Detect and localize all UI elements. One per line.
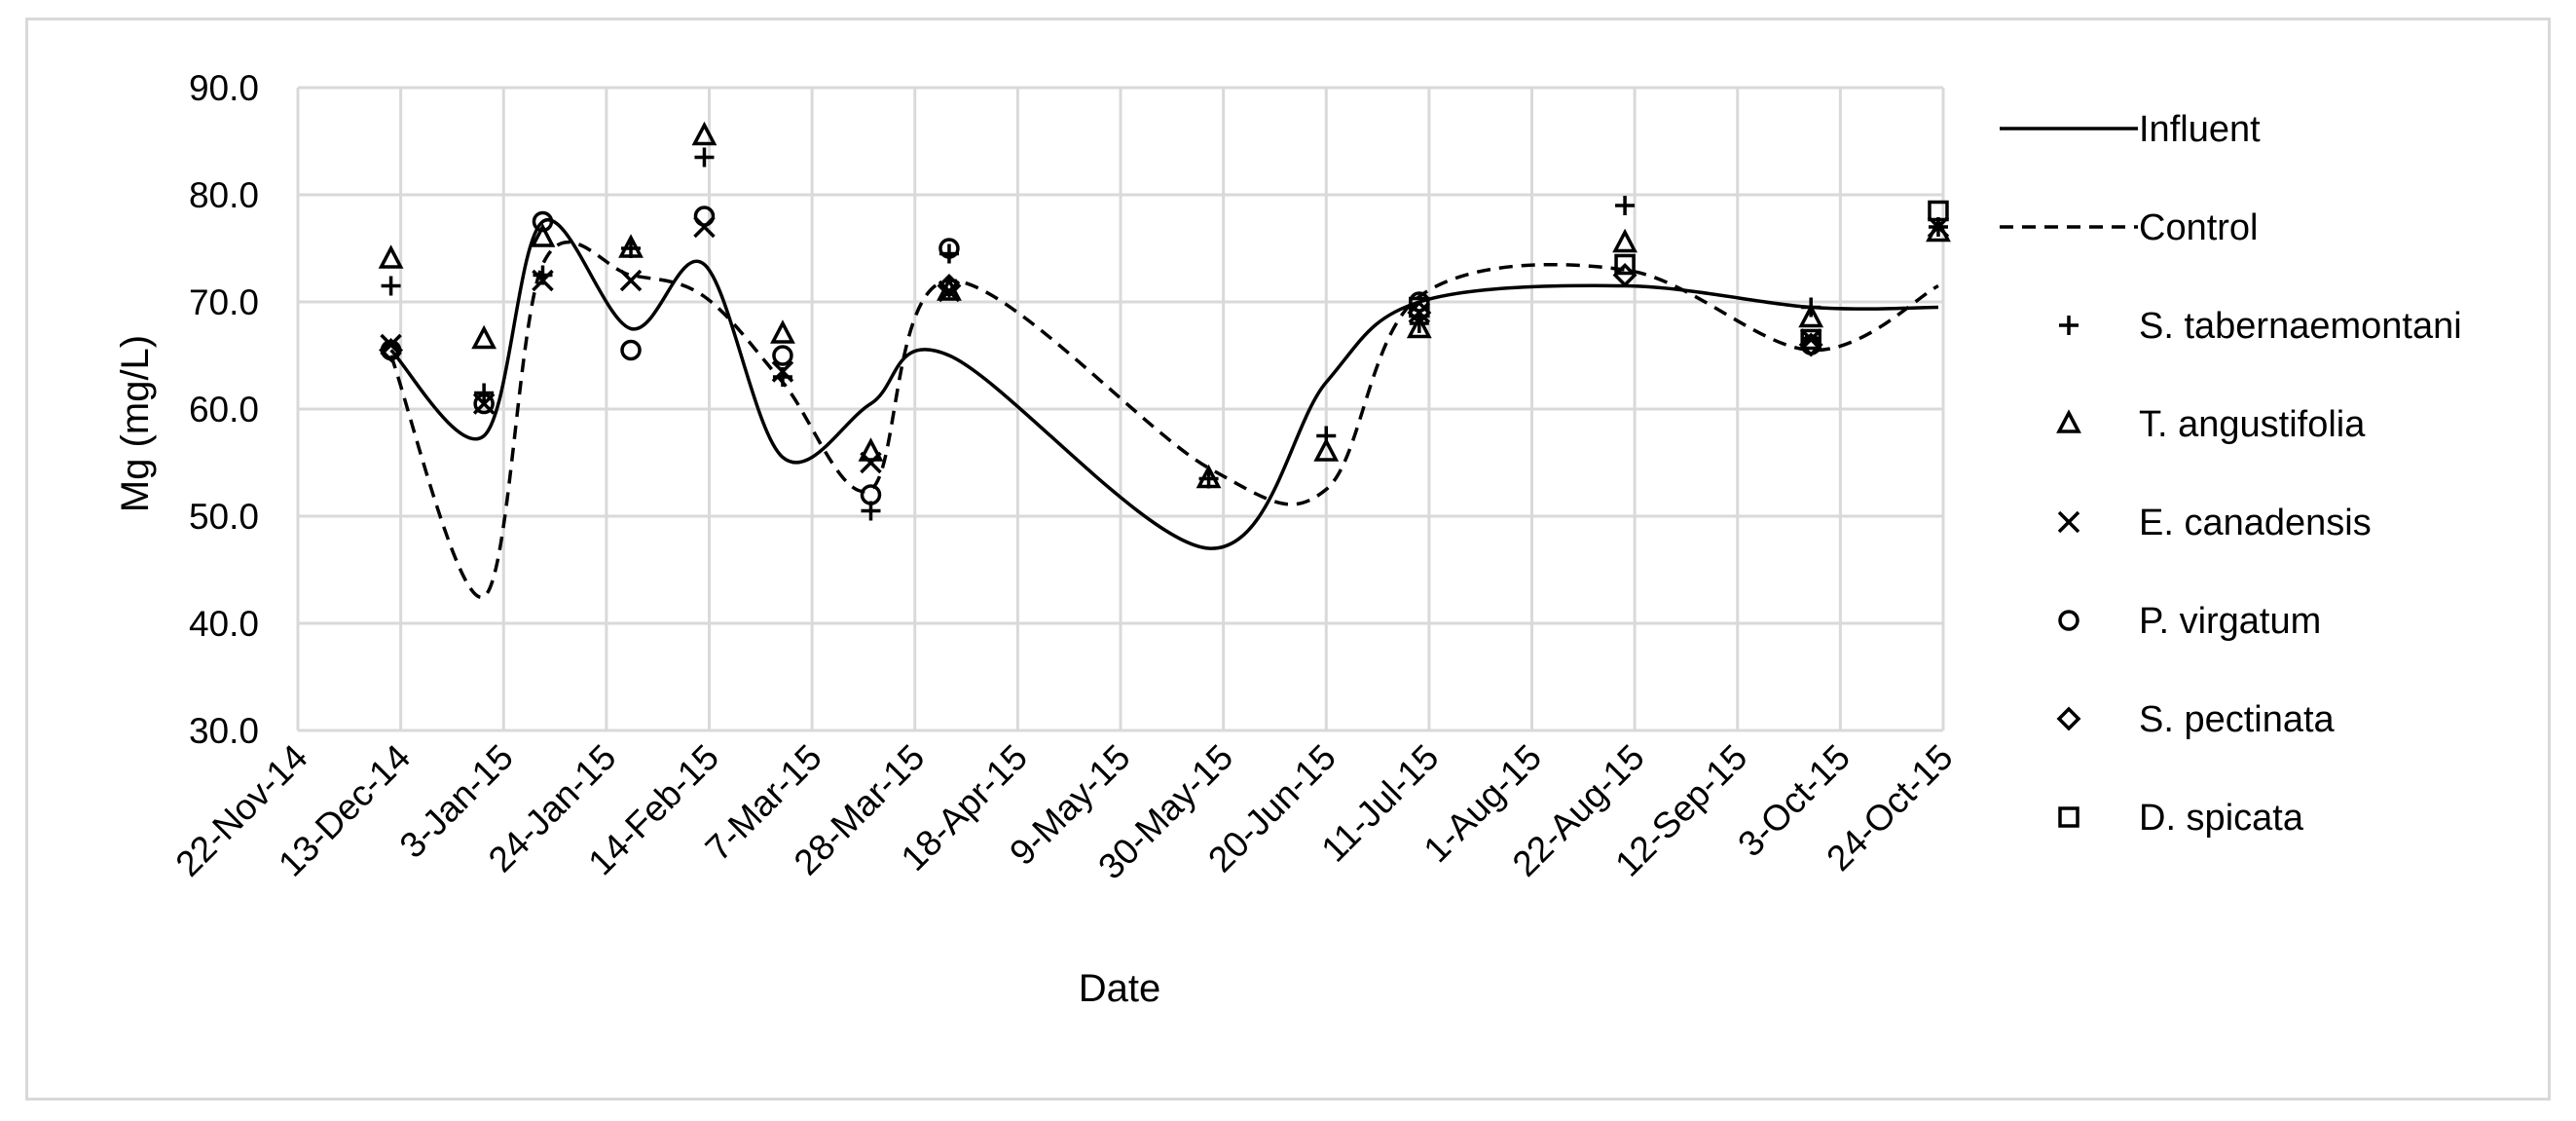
data-point-p-virgatum <box>532 210 554 233</box>
data-point-e-canadensis <box>771 360 794 383</box>
y-tick-label: 50.0 <box>189 497 259 537</box>
data-point-t-angustifolia <box>530 223 556 247</box>
data-point-s-tabernaemontani <box>1615 196 1636 215</box>
legend-label: T. angustifolia <box>2139 404 2366 445</box>
data-point-t-angustifolia <box>1798 303 1824 328</box>
legend-marker-swatch <box>2058 610 2079 631</box>
data-point-p-virgatum <box>860 484 882 505</box>
legend: Influent Control S. tabernaemontani T. angu… <box>2000 109 2462 839</box>
data-point-t-angustifolia <box>858 437 884 462</box>
data-point-s-pectinata <box>937 274 962 298</box>
legend-label: E. canadensis <box>2139 503 2372 543</box>
legend-item-s-pectinata: S. pectinata <box>2056 699 2336 740</box>
data-point-s-tabernaemontani <box>694 147 715 168</box>
data-point-p-virgatum <box>938 238 960 259</box>
y-tick-label: 70.0 <box>189 282 259 322</box>
data-point-t-angustifolia <box>1313 437 1340 462</box>
data-point-t-angustifolia <box>770 319 795 344</box>
data-point-t-angustifolia <box>1406 314 1432 339</box>
x-axis-title: Date <box>1079 967 1161 1010</box>
y-tick-label: 30.0 <box>189 711 259 751</box>
data-point-s-tabernaemontani <box>474 383 495 403</box>
data-point-s-pectinata <box>1407 300 1432 325</box>
series-markers <box>378 121 1951 521</box>
legend-marker-swatch <box>2058 806 2079 828</box>
data-point-d-spicata <box>1928 200 1949 222</box>
legend-label: S. tabernaemontani <box>2139 306 2462 347</box>
data-point-s-pectinata <box>379 338 404 362</box>
data-point-s-tabernaemontani <box>381 276 401 296</box>
series-lines <box>388 217 1939 599</box>
data-point-p-virgatum <box>473 392 495 415</box>
legend-marker-swatch <box>2056 409 2081 433</box>
data-point-t-angustifolia <box>618 234 644 258</box>
legend-item-influent: Influent <box>2000 109 2261 150</box>
x-axis-ticks: 22-Nov-1413-Dec-143-Jan-1524-Jan-1514-Fe… <box>168 737 1961 887</box>
gridlines <box>296 86 1945 732</box>
data-point-t-angustifolia <box>471 324 497 350</box>
legend-marker-swatch <box>2059 316 2079 335</box>
y-tick-label: 40.0 <box>189 604 259 644</box>
data-point-e-canadensis <box>619 269 643 292</box>
y-tick-label: 60.0 <box>189 390 259 430</box>
legend-item-control: Control <box>2000 207 2259 248</box>
data-point-p-virgatum <box>693 206 716 227</box>
legend-label: Influent <box>2139 109 2261 150</box>
data-point-e-canadensis <box>532 269 554 292</box>
data-point-t-angustifolia <box>1612 228 1638 253</box>
legend-item-d-spicata: D. spicata <box>2058 798 2304 839</box>
legend-label: P. virgatum <box>2139 601 2321 642</box>
data-point-p-virgatum <box>620 339 642 361</box>
data-point-t-angustifolia <box>691 121 718 146</box>
legend-label: S. pectinata <box>2139 699 2336 740</box>
chart-frame <box>25 18 2551 1101</box>
series-line-control <box>388 240 1939 599</box>
y-axis-title: Mg (mg/L) <box>114 335 157 512</box>
data-point-d-spicata <box>1409 296 1430 318</box>
legend-marker-swatch <box>2056 706 2081 731</box>
legend-item-s-tabernaemontani: S. tabernaemontani <box>2059 306 2462 347</box>
data-point-t-angustifolia <box>378 244 404 269</box>
legend-item-p-virgatum: P. virgatum <box>2058 601 2321 642</box>
legend-label: D. spicata <box>2139 798 2304 839</box>
data-point-d-spicata <box>1800 328 1822 351</box>
series-line-influent <box>389 217 1938 550</box>
data-point-t-angustifolia <box>1196 464 1222 489</box>
legend-marker-swatch <box>2057 510 2080 534</box>
y-tick-label: 90.0 <box>189 68 259 108</box>
data-point-s-pectinata <box>1798 332 1823 357</box>
legend-item-e-canadensis: E. canadensis <box>2057 503 2372 543</box>
data-point-d-spicata <box>1614 253 1636 276</box>
legend-item-t-angustifolia: T. angustifolia <box>2056 404 2366 445</box>
data-point-e-canadensis <box>860 451 882 474</box>
y-axis-ticks: 30.0 40.0 50.0 60.0 70.0 80.0 90.0 <box>189 68 259 751</box>
data-point-p-virgatum <box>772 345 793 366</box>
y-tick-label: 80.0 <box>189 175 259 215</box>
legend-label: Control <box>2139 207 2259 248</box>
